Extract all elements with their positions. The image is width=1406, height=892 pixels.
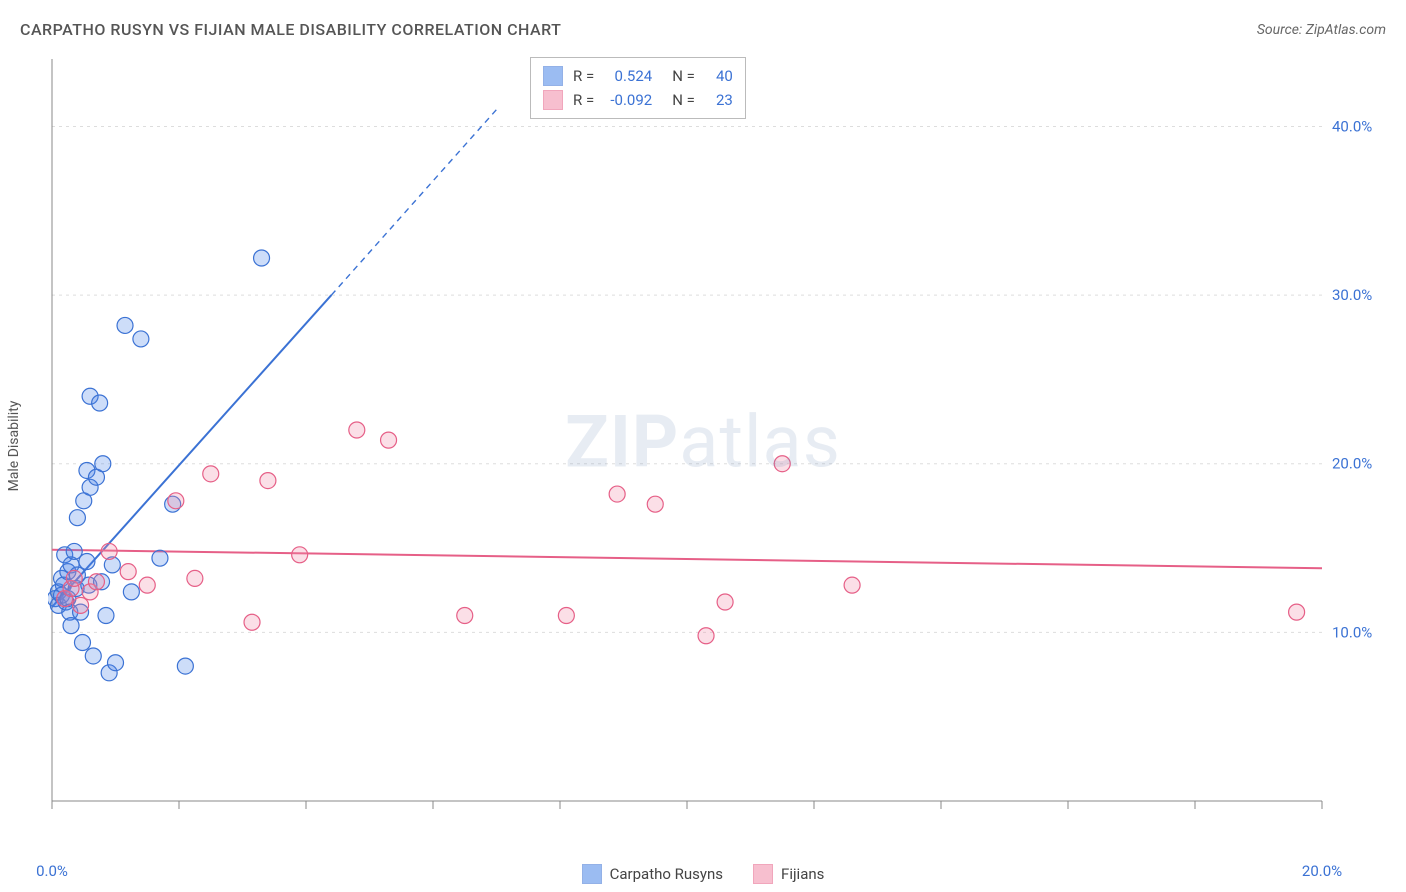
svg-text:20.0%: 20.0%	[1332, 455, 1372, 473]
chart-header: CARPATHO RUSYN VS FIJIAN MALE DISABILITY…	[20, 20, 1386, 39]
svg-text:30.0%: 30.0%	[1332, 286, 1372, 304]
correlation-stats-box: R = 0.524 N = 40 R = -0.092 N = 23	[530, 57, 746, 119]
stat-n-label: N =	[672, 91, 695, 109]
stat-r-value: -0.092	[604, 91, 652, 109]
chart-legend: Carpatho Rusyns Fijians	[0, 864, 1406, 884]
svg-text:10.0%: 10.0%	[1332, 623, 1372, 641]
source-name: ZipAtlas.com	[1306, 22, 1386, 38]
svg-text:40.0%: 40.0%	[1332, 117, 1372, 135]
stat-n-label: N =	[672, 67, 695, 85]
y-axis-label: Male Disability	[6, 401, 22, 492]
stat-r-value: 0.524	[604, 67, 652, 85]
source-prefix: Source:	[1257, 22, 1306, 38]
stat-row: R = -0.092 N = 23	[543, 88, 733, 112]
legend-item-carpatho: Carpatho Rusyns	[582, 864, 723, 884]
stat-swatch-icon	[543, 66, 563, 86]
chart-plot-area: 10.0% 20.0% 30.0% 40.0%	[48, 55, 1388, 835]
chart-title: CARPATHO RUSYN VS FIJIAN MALE DISABILITY…	[20, 20, 561, 39]
legend-item-fijians: Fijians	[753, 864, 824, 884]
legend-swatch-icon	[753, 864, 773, 884]
stat-swatch-icon	[543, 90, 563, 110]
source-attribution: Source: ZipAtlas.com	[1257, 22, 1386, 38]
legend-label: Carpatho Rusyns	[610, 865, 723, 883]
legend-swatch-icon	[582, 864, 602, 884]
stat-r-label: R =	[573, 91, 594, 109]
scatter-chart: 10.0% 20.0% 30.0% 40.0%	[48, 55, 1388, 835]
stat-n-value: 23	[705, 91, 733, 109]
stat-row: R = 0.524 N = 40	[543, 64, 733, 88]
legend-label: Fijians	[781, 865, 824, 883]
stat-r-label: R =	[573, 67, 594, 85]
stat-n-value: 40	[705, 67, 733, 85]
